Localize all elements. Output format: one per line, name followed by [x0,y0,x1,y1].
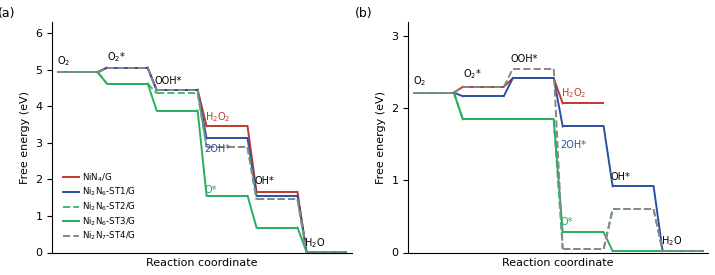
X-axis label: Reaction coordinate: Reaction coordinate [503,258,614,268]
Text: H$_2$O$_2$: H$_2$O$_2$ [204,110,230,124]
Text: (a): (a) [0,7,16,20]
Text: O$_2$: O$_2$ [413,75,427,88]
Text: O$_2$*: O$_2$* [463,67,482,81]
Text: 2OH*: 2OH* [561,140,587,150]
Text: OH*: OH* [255,176,275,186]
Text: H$_2$O: H$_2$O [661,234,682,248]
Text: O$_2$: O$_2$ [57,54,71,68]
Legend: NiN$_4$/G, Ni$_2$N$_6$-ST1/G, Ni$_2$N$_6$-ST2/G, Ni$_2$N$_6$-ST3/G, Ni$_2$N$_7$-: NiN$_4$/G, Ni$_2$N$_6$-ST1/G, Ni$_2$N$_6… [59,168,139,246]
Y-axis label: Free energy (eV): Free energy (eV) [20,91,30,184]
Text: H$_2$O: H$_2$O [305,236,326,250]
Text: O*: O* [561,217,573,227]
Text: (b): (b) [355,7,372,20]
Text: 2OH*: 2OH* [204,144,231,155]
X-axis label: Reaction coordinate: Reaction coordinate [147,258,258,268]
Text: H$_2$O$_2$: H$_2$O$_2$ [561,86,586,100]
Text: OOH*: OOH* [154,76,182,86]
Text: O*: O* [204,185,217,195]
Text: O$_2$*: O$_2$* [107,50,126,64]
Text: OOH*: OOH* [511,54,538,64]
Y-axis label: Free energy (eV): Free energy (eV) [376,91,386,184]
Text: OH*: OH* [611,172,631,182]
